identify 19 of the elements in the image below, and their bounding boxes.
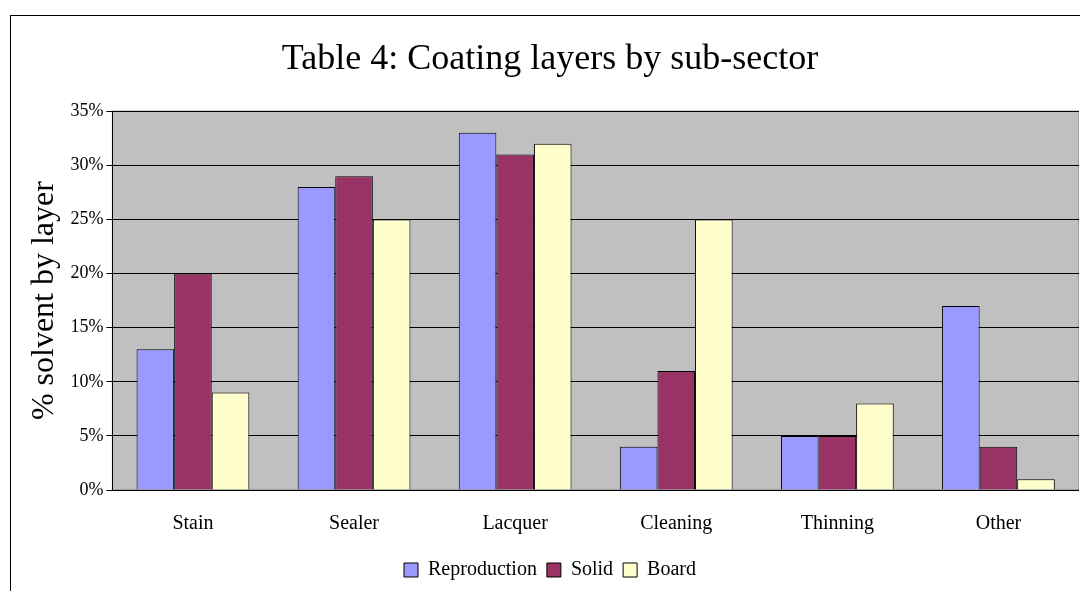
y-tick-label: 20%	[70, 262, 104, 283]
y-tick-label: 0%	[79, 478, 104, 499]
y-tick-label: 35%	[70, 99, 104, 120]
y-axis-title: % solvent by layer	[23, 180, 60, 421]
chart-title: Table 4: Coating layers by sub-sector	[281, 37, 819, 78]
x-tick-label: Thinning	[800, 511, 875, 535]
y-tick-label: 25%	[70, 208, 104, 229]
x-tick-label: Stain	[172, 511, 214, 534]
y-tick-label: 5%	[79, 424, 104, 445]
y-tick-label: 10%	[70, 370, 104, 391]
x-tick-label: Sealer	[329, 511, 380, 534]
x-tick-label: Cleaning	[640, 511, 713, 535]
y-tick-label: 30%	[70, 154, 104, 175]
x-tick-label: Lacquer	[482, 511, 549, 535]
legend-label: Reproduction	[428, 557, 537, 581]
y-tick-label: 15%	[70, 316, 104, 337]
legend-label: Solid	[570, 557, 614, 580]
x-tick-label: Other	[975, 511, 1022, 534]
legend-label: Board	[647, 557, 696, 580]
